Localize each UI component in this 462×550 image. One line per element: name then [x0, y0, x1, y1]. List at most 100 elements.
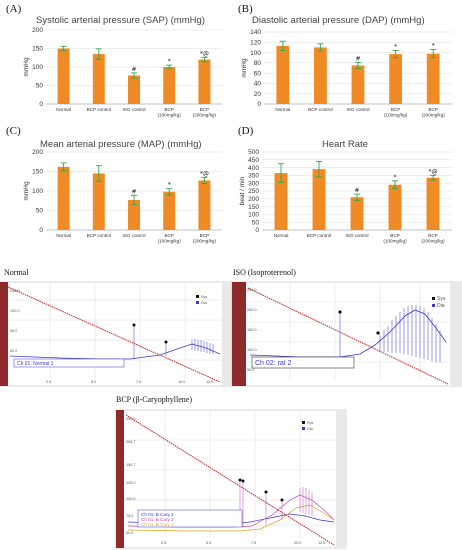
- trace-right-strip: [336, 410, 346, 548]
- category-label: BCP (200mg/kg): [422, 107, 446, 118]
- y-tick-label: 120: [250, 39, 261, 46]
- y-tick: 75.0: [126, 514, 133, 518]
- bar: [426, 53, 440, 104]
- pressure-oscillation: [339, 305, 441, 362]
- trace-right-strip: [222, 282, 232, 386]
- category-label: Normal: [275, 107, 290, 112]
- bar: [350, 197, 364, 230]
- bar: [57, 166, 70, 230]
- legend-sys: Sys: [201, 295, 207, 299]
- channel-label: Ch 01: B Cary 3: [141, 522, 174, 527]
- y-tick-label: 0: [39, 101, 43, 108]
- significance-mark: *: [394, 44, 397, 51]
- panel-letter: (B): [238, 3, 253, 15]
- y-tick: 156.7: [126, 463, 136, 467]
- x-tick: 2.5: [161, 541, 166, 545]
- panel-letter: (C): [6, 125, 21, 137]
- x-tick: 7.5: [136, 380, 141, 384]
- x-tick: 10.0: [294, 541, 301, 545]
- chart-title: Diastolic arterial pressure (DAP) (mmHg): [252, 15, 425, 26]
- trace-xticks: 2.5 5.0 7.5 10.0 12.5: [46, 380, 213, 384]
- category-label: Normal: [274, 233, 289, 238]
- y-tick: 50.0: [126, 531, 133, 535]
- y-tick: 100.0: [10, 309, 20, 313]
- y-tick: 96.0: [10, 329, 17, 333]
- ramp-trace: [125, 414, 335, 546]
- significance-mark: *: [394, 174, 397, 181]
- trace-legend: Sys Dia: [302, 421, 314, 431]
- y-tick-label: 100: [248, 212, 259, 219]
- trace-label: Normal: [4, 268, 29, 277]
- y-tick-label: 100: [32, 64, 43, 71]
- significance-mark: #: [131, 188, 136, 195]
- y-axis-label: mmHg: [241, 58, 248, 78]
- panel-letter: (A): [6, 3, 22, 15]
- ramp-trace: [7, 286, 221, 383]
- y-tick: 208.0: [10, 289, 20, 293]
- category-label: BCP (200mg/kg): [421, 233, 445, 244]
- category-label: BCP (100mg/kg): [158, 107, 182, 118]
- trace-legend: Sys Dia: [196, 295, 208, 305]
- y-tick-label: 0: [257, 101, 261, 108]
- y-tick-label: 200: [32, 27, 43, 34]
- bar: [274, 173, 288, 230]
- y-tick-label: 200: [248, 196, 259, 203]
- trace-frame: [0, 281, 233, 387]
- pressure-oscillation: [133, 325, 214, 359]
- channel-label: Ch 01: B Cary 2: [141, 517, 174, 522]
- y-tick-label: 140: [250, 29, 261, 36]
- legend-sys: Sys: [437, 296, 446, 302]
- x-tick: 5.0: [91, 380, 96, 384]
- y-tick-label: 0: [255, 227, 259, 234]
- marker-dot: [164, 340, 168, 344]
- category-label: ISO control: [123, 107, 146, 112]
- y-tick-label: 400: [248, 165, 259, 172]
- y-tick: 206.7: [126, 440, 136, 444]
- category-label: ISO control: [347, 107, 370, 112]
- bar: [314, 47, 327, 104]
- panel-c-map: (C) Mean arterial pressure (MAP) (mmHg) …: [6, 125, 222, 244]
- bar: [426, 177, 440, 230]
- channel-label: Ch 01: B Cary 1: [141, 512, 174, 517]
- category-label: BCP (200mg/kg): [193, 107, 217, 118]
- y-tick-label: 250: [248, 188, 259, 195]
- category-label: Normal: [56, 233, 71, 238]
- y-tick-label: 100: [250, 50, 261, 57]
- y-tick-label: 60: [254, 70, 262, 77]
- x-tick: 12.5: [318, 541, 325, 545]
- category-label: BCP (200mg/kg): [193, 233, 217, 244]
- y-tick: 200.0: [247, 308, 257, 312]
- y-tick-label: 150: [32, 169, 43, 176]
- channel-label: Ch 02: rat 2: [255, 360, 292, 367]
- category-label: BCP (100mg/kg): [384, 107, 408, 118]
- panel-letter: (D): [238, 125, 254, 137]
- y-tick-label: 20: [254, 91, 262, 98]
- bar: [276, 45, 290, 104]
- bar: [388, 184, 402, 230]
- category-label: ISO control: [346, 233, 369, 238]
- significance-mark: #: [354, 187, 359, 194]
- y-tick-label: 40: [254, 81, 262, 88]
- legend-dia: Dia: [437, 303, 445, 309]
- y-tick-label: 50: [36, 208, 44, 215]
- category-label: BCP (100mg/kg): [383, 233, 407, 244]
- trace-label: ISO (Isoproterenol): [233, 268, 296, 277]
- y-tick-label: 0: [39, 227, 43, 234]
- bar: [389, 54, 402, 104]
- panel-b-dap: (B) Diastolic arterial pressure (DAP) (m…: [238, 3, 452, 118]
- y-tick: 250.0: [126, 417, 136, 421]
- chart-title: Mean arterial pressure (MAP) (mmHg): [40, 139, 202, 150]
- trace-side-strip: [0, 282, 8, 386]
- category-label: BCP control: [87, 233, 111, 238]
- bar: [312, 169, 326, 230]
- channel-box: [137, 509, 243, 528]
- panel-d-heart-rate: (D) Heart Rate 0501001502002503003504004…: [238, 125, 452, 244]
- bar: [163, 67, 176, 104]
- bar: [92, 54, 105, 104]
- category-label: BCP (100mg/kg): [158, 233, 182, 244]
- trace-panel-bcp: BCP (β-Caryophyllene) Ch 01: B Cary 1 Ch…: [115, 395, 347, 549]
- y-tick-label: 300: [248, 180, 259, 187]
- trace-label: BCP (β-Caryophyllene): [116, 395, 192, 404]
- trace-side-strip: [232, 282, 246, 386]
